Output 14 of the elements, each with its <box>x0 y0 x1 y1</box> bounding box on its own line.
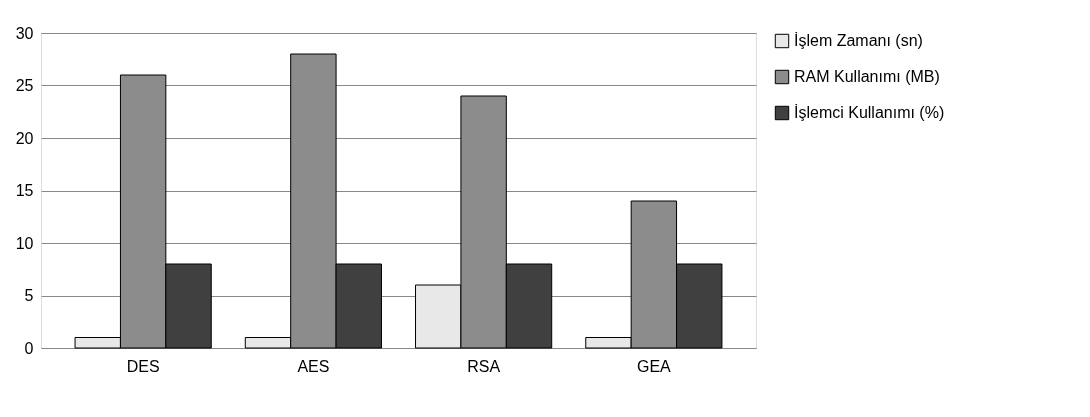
x-tick-label: AES <box>297 357 330 375</box>
y-tick-label: 0 <box>24 339 34 357</box>
y-tick-label: 30 <box>15 24 34 42</box>
legend-label: RAM Kullanımı (MB) <box>794 68 940 85</box>
legend-label: İşlemci Kullanımı (%) <box>794 103 945 121</box>
x-tick-label: DES <box>126 357 160 375</box>
legend-label: İşlem Zamanı (sn) <box>794 31 923 49</box>
y-tick-label: 15 <box>15 182 34 199</box>
y-tick-label: 20 <box>15 129 34 147</box>
y-tick-label: 5 <box>24 287 34 304</box>
y-tick-label: 25 <box>15 77 34 94</box>
x-tick-label: RSA <box>467 357 501 375</box>
y-tick-label: 10 <box>15 234 34 252</box>
x-tick-label: GEA <box>636 357 672 375</box>
